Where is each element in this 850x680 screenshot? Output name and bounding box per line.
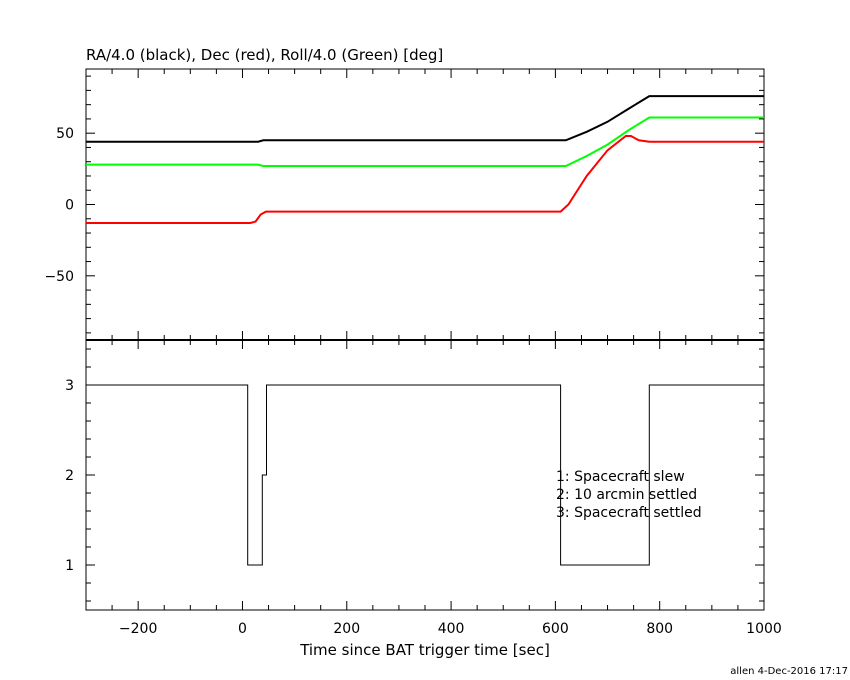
x-tick-label: 200	[333, 621, 360, 637]
top-panel-frame	[85, 68, 765, 341]
top-y-tick-label: 0	[65, 198, 74, 214]
bottom-y-tick-label: 1	[65, 558, 74, 574]
top-panel-title: RA/4.0 (black), Dec (red), Roll/4.0 (Gre…	[86, 46, 443, 64]
legend-10-arcmin-settled: 2: 10 arcmin settled	[556, 487, 697, 503]
dec-series-line	[86, 135, 764, 224]
bottom-y-tick-label: 2	[65, 468, 74, 484]
x-tick-label: 400	[438, 621, 465, 637]
x-tick-label: 600	[542, 621, 569, 637]
top-y-tick-label: −50	[44, 269, 74, 285]
top-panel-series	[86, 95, 764, 224]
bottom-panel-ticks: 1 2 3 −200 0 200 400 600 800 1000	[65, 340, 782, 637]
x-tick-label: 800	[646, 621, 673, 637]
ra-series-line	[86, 95, 764, 143]
x-tick-label: 1000	[746, 621, 782, 637]
footer-stamp: allen 4-Dec-2016 17:17	[730, 666, 848, 677]
roll-series-line	[86, 116, 764, 167]
legend-spacecraft-slew: 1: Spacecraft slew	[556, 469, 685, 485]
top-panel-ticks: −50 0 50	[44, 69, 765, 340]
bottom-y-tick-label: 3	[65, 378, 74, 394]
x-tick-label: 0	[238, 621, 247, 637]
settle-status-line	[86, 384, 764, 566]
top-y-tick-label: 50	[56, 126, 74, 142]
x-tick-label: −200	[119, 621, 157, 637]
bottom-panel-series	[86, 384, 764, 566]
x-axis-label: Time since BAT trigger time [sec]	[299, 641, 550, 659]
legend-spacecraft-settled: 3: Spacecraft settled	[556, 505, 702, 521]
